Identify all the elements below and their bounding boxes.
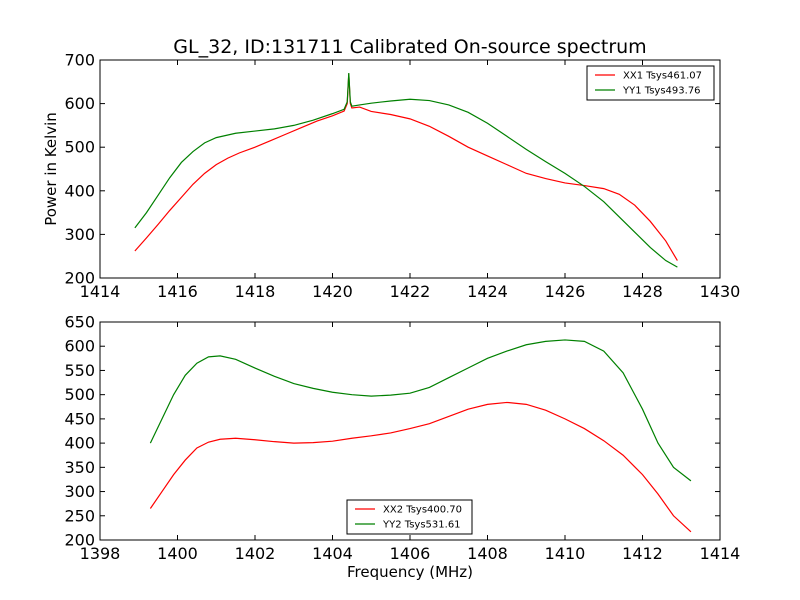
bottom-y-tick-label: 250 xyxy=(64,506,95,525)
top-plot: 1414 1416 1418 1420 1422 1424 1426 1428 1430 200 3… xyxy=(64,51,740,302)
top-legend-box xyxy=(586,65,715,101)
bottom-y-tick-label: 650 xyxy=(64,313,95,332)
bottom-x-tick-label: 1412 xyxy=(622,544,663,563)
bottom-legend-label-1: XX2 Tsys400.70 xyxy=(383,505,462,516)
top-x-tick-label: 1420 xyxy=(312,282,353,301)
bottom-y-tick-label: 550 xyxy=(64,361,95,380)
bottom-x-tick-label: 1414 xyxy=(700,544,741,563)
bottom-y-tick-label: 200 xyxy=(64,531,95,550)
bottom-y-tick-label: 400 xyxy=(64,434,95,453)
top-x-tick-label: 1426 xyxy=(545,282,586,301)
bottom-legend-label-2: YY2 Tsys531.61 xyxy=(382,520,461,531)
bottom-x-tick-label: 1398 xyxy=(80,544,121,563)
bottom-y-tick-label: 300 xyxy=(64,482,95,501)
top-legend-label-2: YY1 Tsys493.76 xyxy=(622,86,701,97)
top-y-tick-label: 200 xyxy=(64,269,95,288)
bottom-y-tick-label: 350 xyxy=(64,458,95,477)
y-axis-label: Power in Kelvin xyxy=(42,112,60,226)
top-legend: XX1 Tsys461.07 YY1 Tsys493.76 xyxy=(586,65,715,101)
bottom-plot: 1398 1400 1402 1404 1406 1408 1410 1412 1414 200 2… xyxy=(64,313,740,564)
top-x-tick-label: 1424 xyxy=(467,282,508,301)
bottom-x-tick-label: 1410 xyxy=(545,544,586,563)
top-x-tick-label: 1416 xyxy=(157,282,198,301)
top-y-tick-label: 500 xyxy=(64,138,95,157)
bottom-x-tick-label: 1404 xyxy=(312,544,353,563)
top-x-tick-label: 1418 xyxy=(235,282,276,301)
top-x-tick-label: 1422 xyxy=(390,282,431,301)
bottom-x-tick-label: 1406 xyxy=(390,544,431,563)
bottom-series-line-1 xyxy=(149,401,692,533)
bottom-series-line-2 xyxy=(149,339,692,482)
x-axis-label: Frequency (MHz) xyxy=(347,563,473,581)
bottom-y-tick-label: 450 xyxy=(64,409,95,428)
bottom-x-tick-label: 1400 xyxy=(157,544,198,563)
bottom-legend-box xyxy=(346,499,473,535)
bottom-y-tick-label: 600 xyxy=(64,337,95,356)
top-y-tick-label: 700 xyxy=(64,51,95,70)
top-x-tick-label: 1430 xyxy=(700,282,741,301)
top-x-tick-label: 1414 xyxy=(80,282,121,301)
bottom-y-tick-label: 500 xyxy=(64,385,95,404)
top-y-tick-label: 600 xyxy=(64,94,95,113)
top-x-tick-label: 1428 xyxy=(622,282,663,301)
top-series-line-1 xyxy=(134,73,678,261)
top-series-line-2 xyxy=(134,73,678,268)
top-y-tick-label: 300 xyxy=(64,225,95,244)
bottom-legend: XX2 Tsys400.70 YY2 Tsys531.61 xyxy=(346,499,473,535)
bottom-x-tick-label: 1402 xyxy=(235,544,276,563)
bottom-x-tick-label: 1408 xyxy=(467,544,508,563)
top-y-tick-label: 400 xyxy=(64,181,95,200)
top-legend-label-1: XX1 Tsys461.07 xyxy=(623,71,702,82)
chart-title: GL_32, ID:131711 Calibrated On-source sp… xyxy=(173,36,646,58)
